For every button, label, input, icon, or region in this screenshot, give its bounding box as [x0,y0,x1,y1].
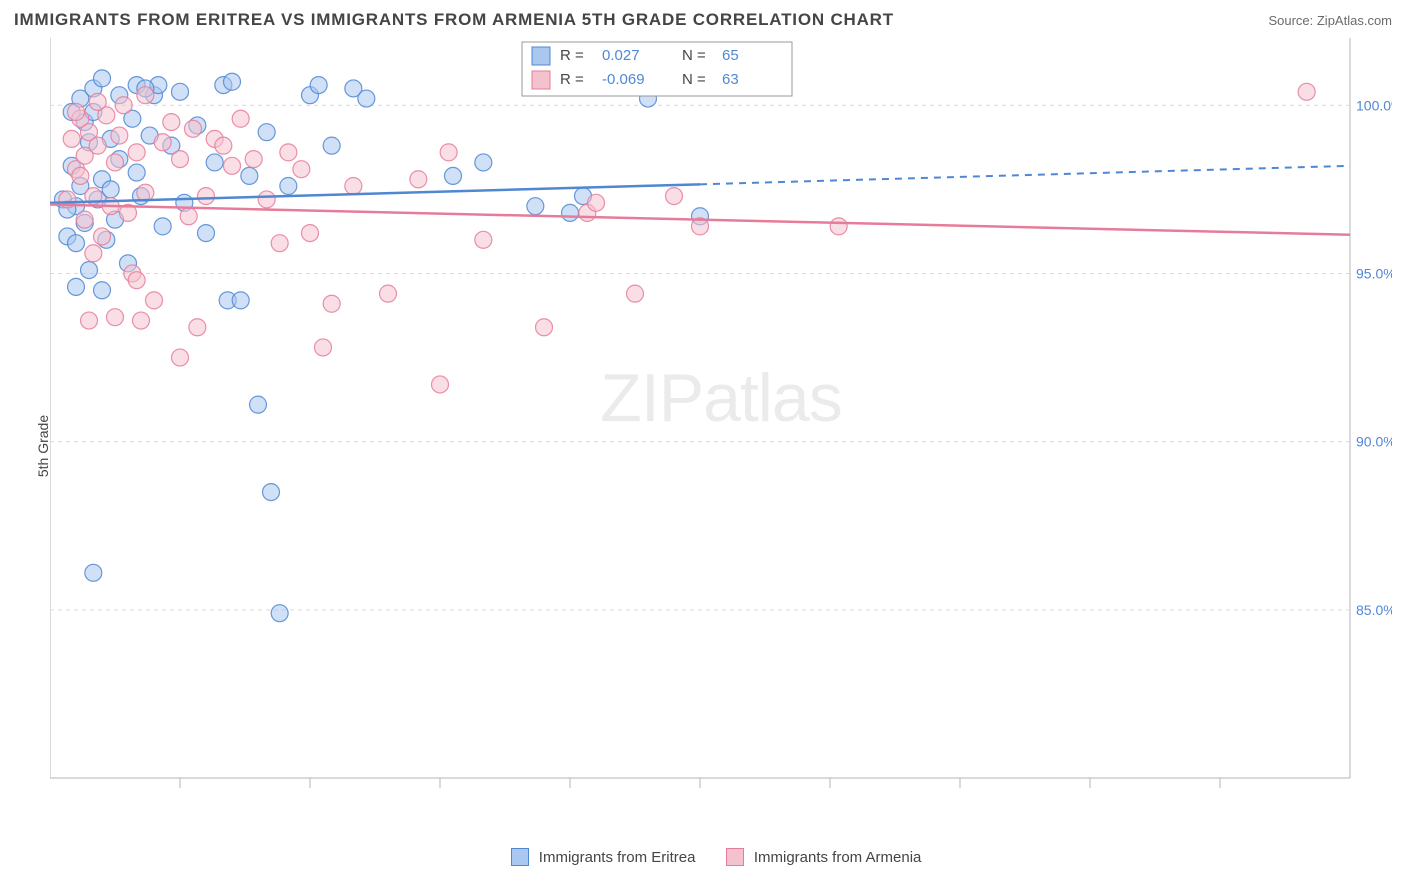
svg-text:65: 65 [722,47,739,64]
svg-text:0.027: 0.027 [602,47,640,64]
svg-text:R =: R = [560,71,584,88]
legend-swatch-1 [511,848,529,866]
bottom-legend: Immigrants from Eritrea Immigrants from … [0,848,1406,866]
svg-text:95.0%: 95.0% [1356,265,1392,281]
svg-text:63: 63 [722,71,739,88]
scatter-svg: 85.0%90.0%95.0%100.0%0.0%30.0%R =0.027N … [50,38,1392,788]
source-label: Source: ZipAtlas.com [1268,13,1392,28]
legend-label-2: Immigrants from Armenia [754,849,922,866]
svg-text:90.0%: 90.0% [1356,434,1392,450]
svg-text:N =: N = [682,71,706,88]
svg-text:R =: R = [560,47,584,64]
legend-label-1: Immigrants from Eritrea [539,849,696,866]
y-axis-label: 5th Grade [35,415,51,477]
chart-title: IMMIGRANTS FROM ERITREA VS IMMIGRANTS FR… [14,10,894,30]
legend-swatch-2 [726,848,744,866]
svg-text:100.0%: 100.0% [1356,97,1392,113]
chart-plot-area: 85.0%90.0%95.0%100.0%0.0%30.0%R =0.027N … [50,38,1392,788]
svg-text:-0.069: -0.069 [602,71,645,88]
svg-text:N =: N = [682,47,706,64]
svg-text:85.0%: 85.0% [1356,602,1392,618]
